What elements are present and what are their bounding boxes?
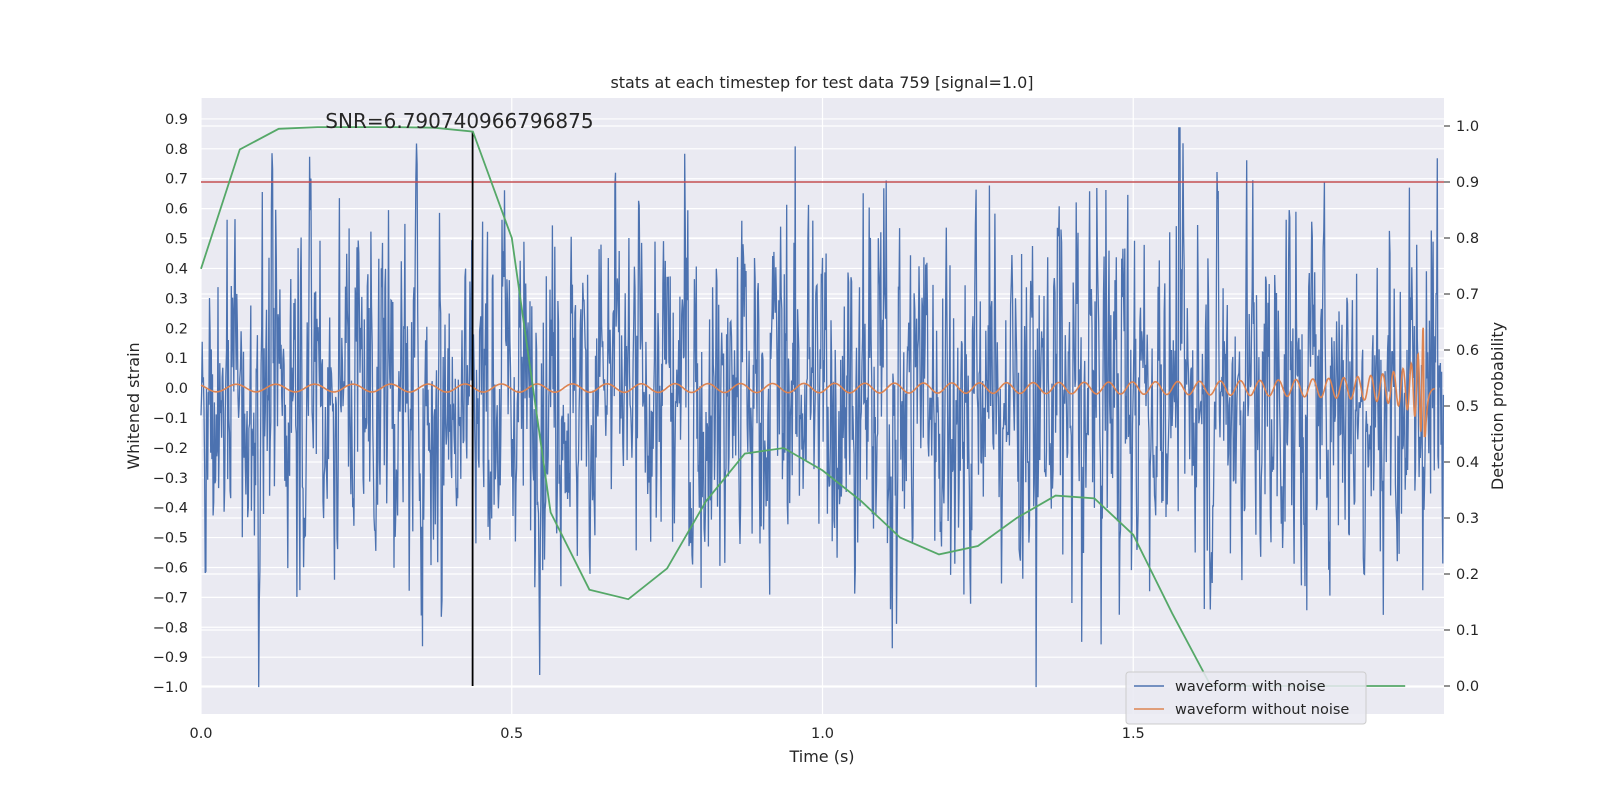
y-right-tick-label: 0.0	[1456, 679, 1479, 695]
y-left-tick-label: −0.7	[153, 590, 188, 606]
y-left-tick-label: −0.2	[153, 441, 188, 457]
y-right-tick-label: 0.1	[1456, 623, 1479, 639]
series-waveform-with-noise	[200, 127, 1445, 688]
y-right-tick-label: 1.0	[1456, 119, 1479, 135]
y-axis-left-ticks: 0.9 0.8 0.7 0.6 0.5 0.4 0.3 0.2 0.1 0.0 −0.1 −0.2 −0…	[153, 112, 188, 696]
y-right-tick-label: 0.6	[1456, 343, 1479, 359]
y-axis-left-label: Whitened strain	[124, 342, 143, 469]
y-axis-right-ticks: 1.0 0.9 0.8 0.7 0.6 0.5 0.4 0.3 0.2 0.1 0.0	[1444, 119, 1479, 695]
y-left-tick-label: 0.8	[165, 142, 188, 158]
y-left-tick-label: −0.6	[153, 560, 188, 576]
y-left-tick-label: 0.0	[165, 381, 188, 397]
x-tick-label: 1.5	[1122, 726, 1145, 742]
series-waveform-without-noise	[200, 327, 1435, 438]
x-axis-label: Time (s)	[788, 747, 854, 766]
y-right-tick-label: 0.8	[1456, 231, 1479, 247]
y-left-tick-label: −1.0	[153, 680, 188, 696]
y-left-tick-label: 0.2	[165, 321, 188, 337]
legend-label-clean: waveform without noise	[1175, 702, 1349, 718]
y-right-tick-label: 0.7	[1456, 287, 1479, 303]
y-right-tick-label: 0.5	[1456, 399, 1479, 415]
x-tick-label: 0.0	[189, 726, 212, 742]
chart-title: stats at each timestep for test data 759…	[610, 73, 1033, 92]
y-left-tick-label: 0.5	[165, 232, 188, 248]
y-left-tick-label: 0.9	[165, 112, 188, 128]
x-axis-ticks: 0.0 0.5 1.0 1.5	[189, 726, 1144, 742]
y-left-tick-label: 0.4	[165, 261, 188, 277]
legend: waveform with noise waveform without noi…	[1125, 671, 1367, 725]
legend-label-noise: waveform with noise	[1175, 679, 1326, 695]
y-left-tick-label: −0.3	[153, 471, 188, 487]
y-right-tick-label: 0.2	[1456, 567, 1479, 583]
y-left-tick-label: −0.1	[153, 411, 188, 427]
x-tick-label: 0.5	[500, 726, 523, 742]
noise-waveform-line	[200, 127, 1445, 688]
y-left-tick-label: −0.8	[153, 620, 188, 636]
y-axis-right-label: Detection probability	[1488, 322, 1507, 490]
y-right-tick-label: 0.4	[1456, 455, 1479, 471]
clean-waveform-line	[200, 327, 1435, 438]
x-tick-label: 1.0	[811, 726, 834, 742]
y-left-tick-label: −0.5	[153, 531, 188, 547]
y-right-tick-label: 0.3	[1456, 511, 1479, 527]
y-left-tick-label: 0.1	[165, 351, 188, 367]
y-left-tick-label: 0.6	[165, 202, 188, 218]
legend-box	[1125, 671, 1367, 725]
snr-annotation: SNR=6.790740966796875	[325, 109, 593, 133]
y-left-tick-label: −0.9	[153, 650, 188, 666]
overlay-lines	[201, 131, 1444, 686]
y-left-tick-label: 0.7	[165, 172, 188, 188]
y-left-tick-label: 0.3	[165, 291, 188, 307]
y-right-tick-label: 0.9	[1456, 175, 1479, 191]
y-left-tick-label: −0.4	[153, 501, 188, 517]
